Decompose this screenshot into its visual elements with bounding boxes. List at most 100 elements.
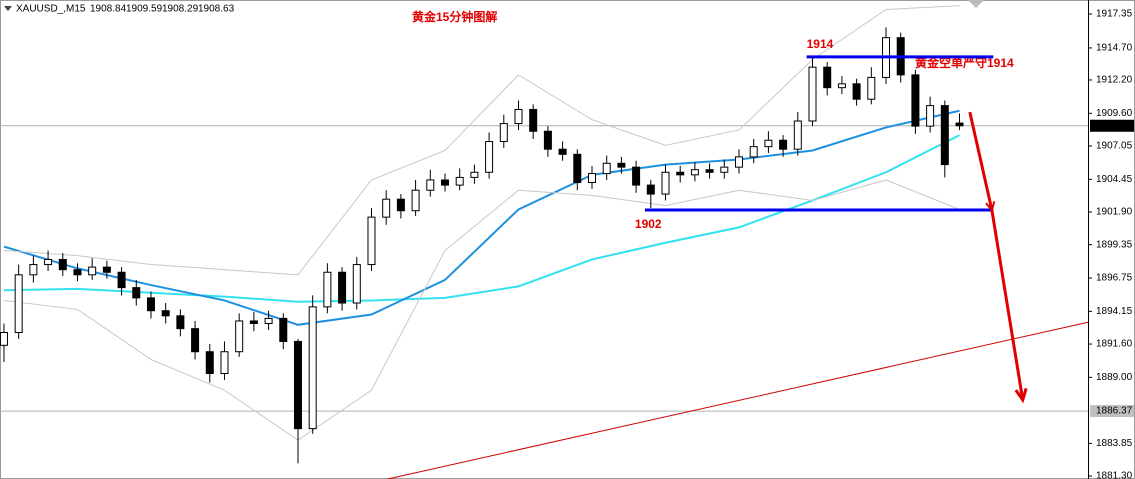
ohlc-high: 1909.59 [126, 4, 163, 15]
indicator-line [3, 134, 960, 303]
candle-body [279, 317, 288, 342]
candle-body [132, 287, 141, 299]
candle-body [264, 317, 273, 325]
indicator-line [3, 179, 960, 441]
menu-icon[interactable] [4, 6, 12, 11]
candle-body [293, 340, 302, 430]
y-tick-label: 1909.60 [1096, 108, 1133, 119]
candle-body [146, 297, 155, 312]
y-tick-label: 1907.05 [1096, 141, 1133, 152]
candle-body [44, 258, 53, 266]
candle-body [926, 105, 935, 127]
candle-body [14, 274, 23, 333]
candle-body [102, 266, 111, 273]
candle-body [793, 120, 802, 150]
candle-body [735, 156, 744, 168]
y-tick-label: 1883.85 [1096, 438, 1133, 449]
candle-body [940, 105, 949, 166]
indicator-line [3, 109, 960, 326]
candle-body [338, 271, 347, 304]
candle-body [367, 216, 376, 266]
candle-body [573, 153, 582, 184]
chart-title: 黄金15分钟图解 [412, 9, 497, 24]
candle-body [499, 123, 508, 143]
y-tick-label: 1881.30 [1096, 471, 1133, 479]
candle-body [440, 179, 449, 186]
candle-body [411, 189, 420, 212]
candle-body [455, 176, 464, 186]
candle-body [543, 130, 552, 150]
candle-body [852, 83, 861, 100]
y-tick-label: 1894.15 [1096, 306, 1133, 317]
candle-body [602, 162, 611, 175]
trendline [387, 321, 1089, 479]
candle-body [779, 139, 788, 150]
note: 黄金空单严守1914 [915, 55, 1014, 70]
candle-body [632, 166, 641, 186]
candle-body [514, 108, 523, 125]
ohlc-close: 1908.63 [198, 4, 235, 15]
candle-body [764, 139, 773, 148]
candle-body [235, 320, 244, 353]
candle-body [29, 264, 38, 276]
candle-body [587, 173, 596, 184]
candle-body [176, 315, 185, 330]
candle-body [161, 310, 170, 317]
candle-body [308, 306, 317, 430]
candle-body [88, 266, 97, 276]
candle-body [73, 269, 82, 276]
candle-body [470, 171, 479, 178]
indicator-line [3, 5, 960, 276]
candle-body [117, 271, 126, 289]
candle-body [720, 166, 729, 173]
candle-body [426, 179, 435, 191]
candle-body [705, 169, 714, 173]
candle-body [485, 141, 494, 173]
y-tick-label: 1899.35 [1096, 239, 1133, 250]
level-label: 1902 [635, 217, 662, 231]
candle-body [617, 162, 626, 168]
candle-body [220, 351, 229, 375]
arrow-head [1014, 387, 1028, 404]
ohlc-low: 1908.29 [162, 4, 199, 15]
candle-body [690, 169, 699, 176]
price-tag [1090, 405, 1134, 418]
candle-body [661, 171, 670, 195]
bid-tag [1090, 119, 1134, 132]
shift-marker [968, 0, 984, 8]
candle-body [808, 66, 817, 122]
candle-body [911, 74, 920, 127]
candle-body [749, 146, 758, 158]
y-tick-label: 1901.90 [1096, 207, 1133, 218]
price-line-label: 1886.37 [1096, 406, 1133, 417]
level-label: 1914 [807, 37, 834, 51]
y-tick-label: 1914.70 [1096, 43, 1133, 54]
candle-body [396, 198, 405, 212]
y-tick-label: 1917.35 [1096, 9, 1133, 20]
candle-body [676, 171, 685, 176]
candle-body [352, 264, 361, 304]
y-tick-label: 1891.60 [1096, 339, 1133, 350]
arrow-head [985, 201, 996, 212]
candle-body [0, 331, 8, 346]
y-tick-label: 1912.20 [1096, 75, 1133, 86]
candle-body [823, 66, 832, 89]
y-tick-label: 1904.45 [1096, 174, 1133, 185]
candle-body [558, 148, 567, 155]
y-tick-label: 1896.75 [1096, 273, 1133, 284]
symbol: XAUUSD_,M15 [16, 4, 86, 15]
bid-label: 1908.63 [1096, 120, 1133, 131]
candle-body [646, 184, 655, 195]
candle-body [249, 320, 258, 325]
ohlc-open: 1908.84 [90, 4, 127, 15]
candle-body [323, 271, 332, 308]
candle-body [205, 351, 214, 375]
candle-body [955, 122, 964, 127]
candle-body [191, 328, 200, 353]
candle-body [382, 198, 391, 218]
candle-body [837, 83, 846, 89]
y-tick-label: 1889.00 [1096, 372, 1133, 383]
candle-body [529, 108, 538, 132]
candle-body [867, 76, 876, 100]
